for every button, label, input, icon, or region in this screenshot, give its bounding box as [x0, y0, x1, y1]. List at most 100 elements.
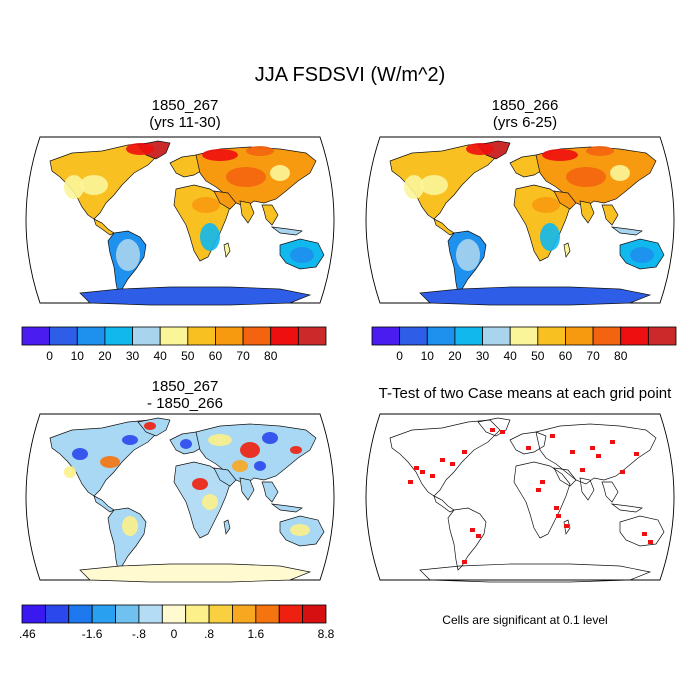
sig-cell-25 — [500, 430, 505, 434]
p1-region-1 — [202, 149, 238, 161]
cbar3-label-3: 0 — [171, 627, 178, 641]
cbar3-swatch-1 — [44, 604, 70, 624]
cbar3-swatch-12 — [302, 604, 327, 624]
p1-india — [239, 200, 255, 224]
p2-india — [579, 200, 595, 224]
sig-cell-14 — [554, 506, 559, 510]
p4-greenland — [477, 417, 511, 437]
p4-arabia — [553, 467, 577, 487]
cbar2-swatch-0 — [371, 326, 401, 346]
p3-region-13 — [290, 446, 302, 454]
cbar2-label-3: 30 — [476, 349, 490, 363]
cbar1-swatch-3 — [104, 326, 133, 346]
sig-cell-9 — [610, 440, 615, 444]
p2-region-6 — [456, 239, 480, 271]
p3-india — [239, 477, 255, 501]
cbar2-label-0: 0 — [396, 349, 403, 363]
p1-centralAmerica — [93, 218, 115, 236]
colorbar-difference: -9.46 -1.6 -.8 0 .8 1.6 8.8 — [20, 604, 335, 641]
p2-indonesia — [610, 226, 643, 236]
p2-region-0 — [466, 143, 494, 155]
cbar2-swatch-6 — [537, 326, 566, 346]
cbar1-label-4: 40 — [154, 349, 168, 363]
cbar1-swatch-6 — [187, 326, 216, 346]
sig-cell-21 — [564, 524, 569, 528]
cbar1-swatch-1 — [49, 326, 78, 346]
p1-region-4 — [64, 175, 84, 199]
p4-australia — [619, 515, 665, 547]
sig-cell-19 — [642, 532, 647, 536]
p2-region-4 — [404, 175, 424, 199]
cbar1-swatch-0 — [21, 326, 51, 346]
p3-region-11 — [122, 516, 138, 536]
panel-2-title-line2: (yrs 6-25) — [492, 114, 558, 131]
cbar3-label-5: 1.6 — [248, 627, 265, 641]
cbar1-swatch-2 — [76, 326, 106, 346]
panel-1-title: 1850_267 (yrs 11-30) — [40, 97, 330, 131]
cbar3-label-2: -.8 — [132, 627, 146, 641]
main-title: JJA FSDSVI (W/m^2) — [254, 64, 446, 86]
p3-region-10 — [202, 494, 218, 510]
map-panel-4 — [365, 413, 675, 583]
cbar1-swatch-9 — [270, 326, 299, 346]
p1-region-10 — [270, 165, 290, 181]
cbar3-swatch-9 — [232, 604, 257, 624]
p4-europe — [509, 431, 547, 455]
cbar2-swatch-8 — [592, 326, 622, 346]
sig-cell-27 — [570, 450, 575, 454]
cbar2-label-4: 40 — [504, 349, 518, 363]
p3-region-8 — [232, 460, 248, 472]
cbar3-swatch-0 — [21, 604, 46, 624]
p4-africa — [513, 461, 571, 539]
cbar2-swatch-3 — [454, 326, 483, 346]
sig-cell-12 — [540, 480, 545, 484]
cbar2-label-1: 10 — [421, 349, 435, 363]
p2-region-8 — [630, 247, 654, 263]
sig-cell-2 — [440, 458, 445, 462]
sig-cell-13 — [536, 488, 541, 492]
p3-antarctica — [79, 563, 312, 583]
colorbar-panel-1: 0 10 20 30 40 50 60 70 80 — [21, 326, 327, 363]
p3-region-14 — [64, 466, 76, 478]
p2-centralAmerica — [433, 218, 455, 236]
cbar3-swatch-4 — [115, 604, 140, 624]
sig-cell-3 — [450, 462, 455, 466]
p4-seasia — [601, 481, 619, 503]
cbar3-label-0: -9.46 — [20, 627, 36, 641]
sig-cell-8 — [596, 454, 601, 458]
panel-4-title: T-Test of two Case means at each grid po… — [378, 385, 672, 402]
cbar2-label-5: 50 — [531, 349, 545, 363]
cbar3-swatch-10 — [255, 604, 280, 624]
p2-region-5 — [420, 175, 448, 195]
p4-asia — [535, 423, 657, 485]
sig-cell-7 — [590, 446, 595, 450]
cbar1-swatch-7 — [215, 326, 244, 346]
p2-region-1 — [542, 149, 578, 161]
cbar1-label-7: 70 — [236, 349, 250, 363]
p4-centralAmerica — [433, 495, 455, 513]
p3-region-9 — [192, 478, 208, 490]
p3-region-1 — [100, 456, 120, 468]
sig-cell-17 — [476, 534, 481, 538]
p3-arabia — [213, 467, 237, 487]
cbar2-swatch-4 — [482, 326, 511, 346]
p2-seasia — [601, 204, 619, 226]
p3-seasia — [261, 481, 279, 503]
p1-region-5 — [80, 175, 108, 195]
p1-arabia — [213, 190, 237, 210]
sig-cell-0 — [414, 466, 419, 470]
cbar1-label-0: 0 — [46, 349, 53, 363]
p3-region-12 — [290, 524, 310, 536]
cbar3-swatch-5 — [138, 604, 163, 624]
cbar2-swatch-5 — [509, 326, 539, 346]
p1-region-0 — [126, 143, 154, 155]
p3-region-5 — [208, 434, 232, 446]
p1-region-8 — [290, 247, 314, 263]
p2-antarctica — [419, 286, 652, 306]
panel-3-title: 1850_267 - 1850_266 — [40, 378, 330, 412]
sig-cell-5 — [490, 428, 495, 432]
cbar2-label-2: 20 — [448, 349, 462, 363]
p3-centralAmerica — [93, 495, 115, 513]
p3-region-7 — [262, 432, 278, 444]
cbar3-label-4: .8 — [204, 627, 214, 641]
